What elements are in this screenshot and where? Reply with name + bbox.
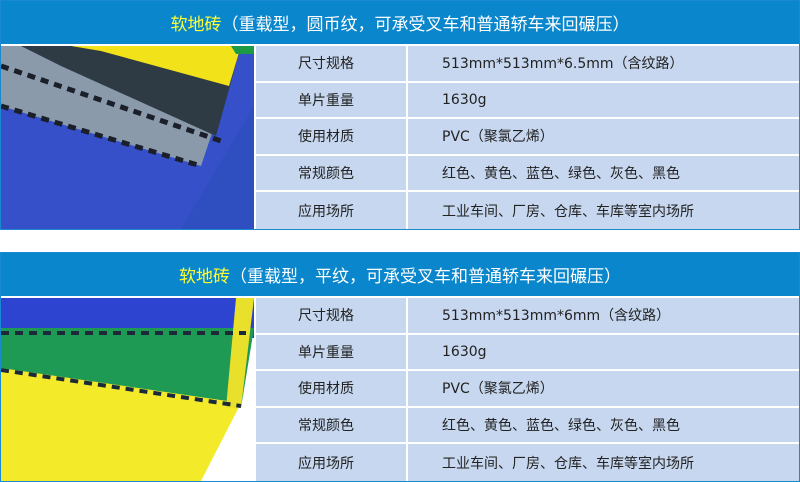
table-row: 单片重量 1630g — [256, 334, 799, 372]
title-rest: （重载型，圆币纹，可承受叉车和普通轿车来回碾压） — [221, 15, 630, 35]
table-title: 软地砖 （重载型，圆币纹，可承受叉车和普通轿车来回碾压） — [1, 1, 799, 46]
row-value: 1630g — [442, 343, 487, 360]
row-value: 1630g — [442, 91, 487, 108]
table-row: 常规颜色 红色、黄色、蓝色、绿色、灰色、黑色 — [256, 407, 799, 445]
product-image — [1, 46, 256, 229]
table-row: 单片重量 1630g — [256, 82, 799, 120]
row-value: 工业车间、厂房、仓库、车库等室内场所 — [442, 203, 694, 220]
table-row: 常规颜色 红色、黄色、蓝色、绿色、灰色、黑色 — [256, 155, 799, 193]
row-value: 红色、黄色、蓝色、绿色、灰色、黑色 — [442, 418, 680, 435]
row-label: 尺寸规格 — [256, 46, 408, 81]
row-value: PVC（聚氯乙烯） — [442, 129, 554, 146]
table-row: 使用材质 PVC（聚氯乙烯） — [256, 119, 799, 156]
row-label: 应用场所 — [256, 192, 408, 229]
spec-table-2: 软地砖 （重载型，平纹，可承受叉车和普通轿车来回碾压） 尺寸规格 513mm*513… — [0, 252, 800, 482]
table-row: 使用材质 PVC（聚氯乙烯） — [256, 371, 799, 408]
row-value: 红色、黄色、蓝色、绿色、灰色、黑色 — [442, 166, 680, 183]
row-value: 工业车间、厂房、仓库、车库等室内场所 — [442, 455, 694, 472]
row-label: 常规颜色 — [256, 407, 408, 443]
row-label: 应用场所 — [256, 444, 408, 481]
row-value: 513mm*513mm*6.5mm（含纹路） — [442, 56, 684, 73]
table-row: 尺寸规格 513mm*513mm*6mm（含纹路） — [256, 298, 799, 335]
row-value: PVC（聚氯乙烯） — [442, 381, 554, 398]
title-highlight: 软地砖 — [179, 267, 230, 287]
title-highlight: 软地砖 — [170, 15, 222, 35]
row-label: 尺寸规格 — [256, 298, 408, 333]
row-value: 513mm*513mm*6mm（含纹路） — [442, 308, 671, 325]
row-label: 使用材质 — [256, 371, 408, 406]
table-row: 尺寸规格 513mm*513mm*6.5mm（含纹路） — [256, 46, 799, 83]
row-label: 使用材质 — [256, 119, 408, 154]
row-label: 单片重量 — [256, 82, 408, 118]
table-title: 软地砖 （重载型，平纹，可承受叉车和普通轿车来回碾压） — [1, 253, 799, 298]
row-label: 单片重量 — [256, 334, 408, 370]
spec-table-1: 软地砖 （重载型，圆币纹，可承受叉车和普通轿车来回碾压） 尺寸规格 513mm*51… — [0, 0, 800, 230]
title-rest: （重载型，平纹，可承受叉车和普通轿车来回碾压） — [230, 267, 621, 287]
table-row: 应用场所 工业车间、厂房、仓库、车库等室内场所 — [256, 192, 799, 229]
product-image — [1, 298, 256, 481]
table-row: 应用场所 工业车间、厂房、仓库、车库等室内场所 — [256, 444, 799, 481]
row-label: 常规颜色 — [256, 155, 408, 191]
